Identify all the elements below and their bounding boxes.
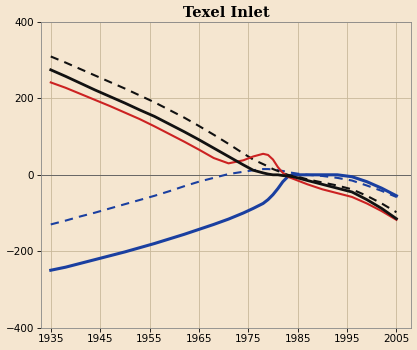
Title: Texel Inlet: Texel Inlet: [183, 6, 269, 20]
